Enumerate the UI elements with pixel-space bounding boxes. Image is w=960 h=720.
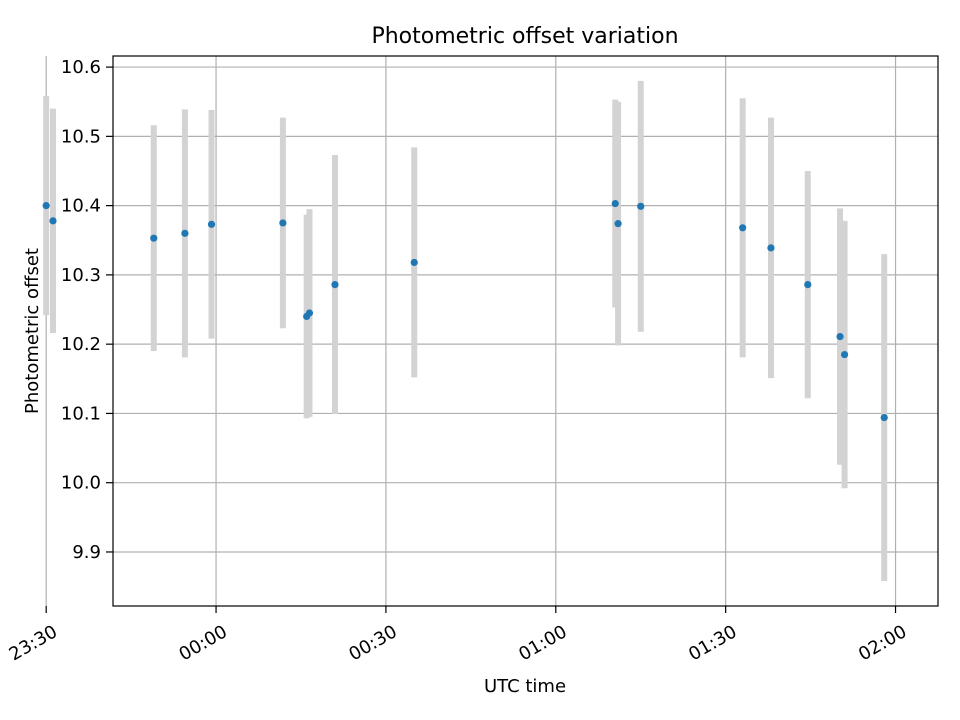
x-tick-label: 01:00 bbox=[515, 621, 570, 665]
data-point bbox=[611, 199, 619, 208]
data-point bbox=[331, 280, 339, 289]
plot-frame bbox=[112, 55, 939, 607]
data-point bbox=[614, 220, 622, 228]
error-bars bbox=[43, 80, 888, 582]
y-tick-label: 9.9 bbox=[72, 542, 101, 563]
data-point bbox=[767, 244, 775, 252]
y-tick-label: 10.0 bbox=[61, 473, 101, 494]
data-point bbox=[181, 229, 189, 237]
data-point bbox=[150, 234, 158, 242]
chart-title: Photometric offset variation bbox=[371, 24, 678, 49]
data-point bbox=[804, 280, 812, 289]
x-tick-label: 23:30 bbox=[6, 621, 61, 665]
y-tick-label: 10.3 bbox=[61, 265, 101, 286]
data-point bbox=[207, 220, 216, 228]
x-axis-label: UTC time bbox=[484, 676, 566, 697]
y-axis-ticks: 9.9 10.0 10.1 10.2 10.3 10.4 10.5 10.6 bbox=[61, 57, 113, 563]
x-tick-label: 00:00 bbox=[176, 621, 231, 665]
data-point bbox=[739, 224, 747, 232]
data-point bbox=[836, 332, 844, 341]
y-tick-label: 10.4 bbox=[61, 196, 101, 217]
x-tick-label: 00:30 bbox=[345, 621, 400, 665]
y-tick-label: 10.6 bbox=[61, 57, 101, 78]
y-tick-label: 10.2 bbox=[61, 334, 101, 355]
data-point bbox=[42, 202, 50, 210]
data-point bbox=[305, 309, 314, 317]
x-tick-label: 01:30 bbox=[685, 621, 740, 665]
data-point bbox=[840, 350, 849, 359]
data-points bbox=[42, 199, 888, 422]
data-point bbox=[279, 219, 287, 227]
data-point bbox=[637, 202, 645, 210]
grid-lines bbox=[45, 56, 938, 606]
y-axis-label: Photometric offset bbox=[22, 248, 43, 414]
data-point bbox=[880, 413, 888, 422]
x-tick-label: 02:00 bbox=[855, 621, 910, 665]
y-tick-label: 10.1 bbox=[61, 403, 101, 424]
data-point bbox=[410, 258, 418, 267]
data-point bbox=[49, 217, 57, 225]
y-tick-label: 10.5 bbox=[61, 126, 101, 147]
